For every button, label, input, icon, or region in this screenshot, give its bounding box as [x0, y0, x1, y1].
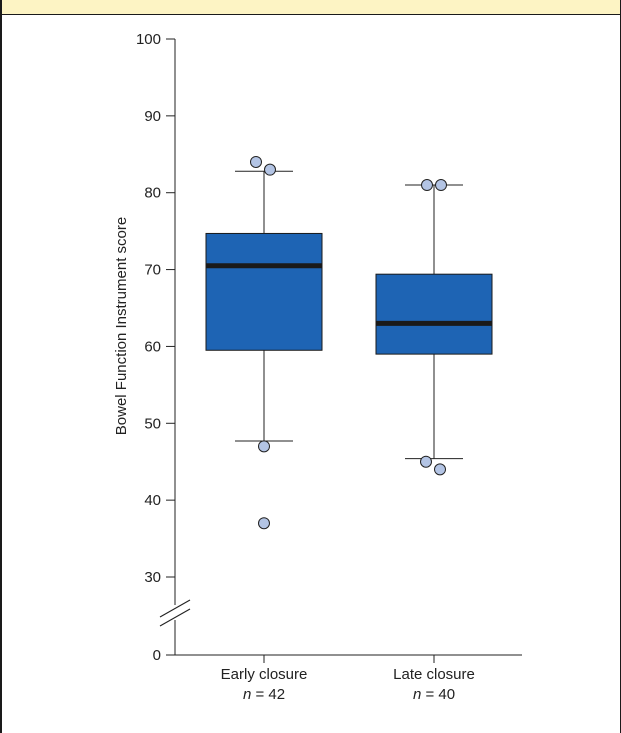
header-band [0, 0, 621, 15]
y-tick-label: 50 [144, 415, 161, 432]
y-tick-label: 80 [144, 185, 161, 202]
outlier-point [258, 440, 270, 453]
left-border [0, 0, 2, 733]
y-tick-label: 70 [144, 262, 161, 279]
iqr-box [205, 232, 323, 351]
axis-break-mark [159, 599, 191, 618]
category-label: Late closure [393, 666, 475, 683]
axis-break-mark [159, 608, 191, 627]
right-border [619, 0, 621, 733]
y-tick-label: 100 [136, 31, 161, 48]
outlier-point [258, 517, 270, 530]
outlier-point [435, 179, 447, 192]
y-tick-label: 90 [144, 108, 161, 125]
category-label: Early closure [221, 666, 308, 683]
y-tick-label: 40 [144, 492, 161, 509]
outlier-point [434, 463, 446, 476]
y-axis-label: Bowel Function Instrument score [113, 217, 130, 435]
outlier-point [264, 163, 276, 176]
outlier-point [420, 455, 432, 468]
outlier-point [250, 155, 262, 168]
outlier-point [421, 179, 433, 192]
sample-size-label: n = 40 [413, 686, 455, 703]
sample-size-label: n = 42 [243, 686, 285, 703]
y-tick-label: 30 [144, 569, 161, 586]
y-tick-label: 0 [153, 647, 161, 664]
y-tick-label: 60 [144, 338, 161, 355]
iqr-box [375, 273, 493, 355]
